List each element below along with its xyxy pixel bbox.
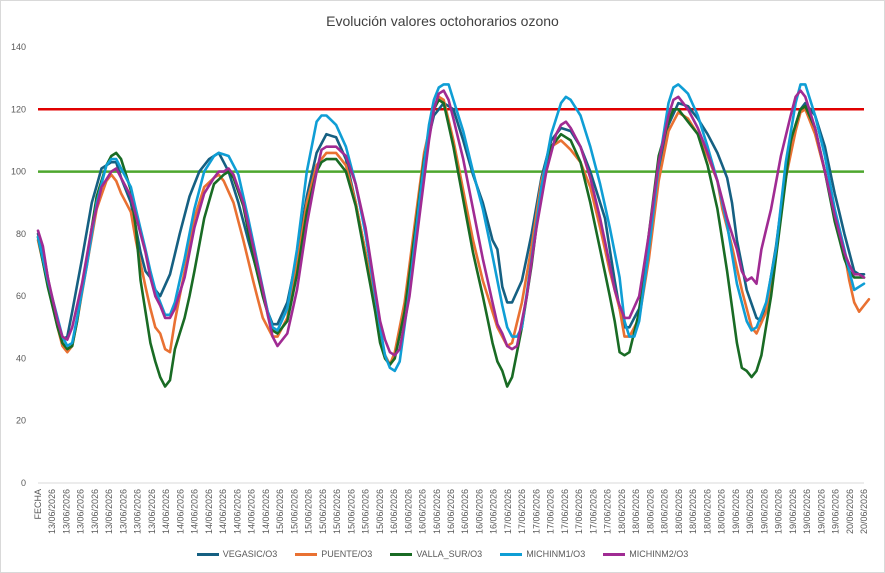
y-tick-label: 20 (16, 416, 26, 426)
x-tick-label: 17/06/2026 (503, 489, 513, 534)
y-tick-label: 40 (16, 353, 26, 363)
x-tick-label: 19/06/2026 (816, 489, 826, 534)
x-tick-label: 15/06/2026 (375, 489, 385, 534)
x-tick-label: 16/06/2026 (403, 489, 413, 534)
x-tick-label: 16/06/2026 (432, 489, 442, 534)
x-tick-label: 17/06/2026 (603, 489, 613, 534)
x-tick-label: 13/06/2026 (147, 489, 157, 534)
x-tick-label: 18/06/2026 (631, 489, 641, 534)
series-line-valla-sur-o3 (36, 98, 866, 388)
x-tick-label: 20/06/2026 (859, 489, 869, 534)
x-tick-label: 18/06/2026 (674, 489, 684, 534)
x-tick-label: 14/06/2026 (161, 489, 171, 534)
series-line-vegasic-o3 (36, 101, 866, 366)
x-tick-label: 13/06/2026 (90, 489, 100, 534)
series-line-puente-o3 (36, 95, 871, 366)
legend-label: VALLA_SUR/O3 (416, 549, 483, 559)
x-tick-label: 18/06/2026 (688, 489, 698, 534)
x-tick-label: 19/06/2026 (831, 489, 841, 534)
x-tick-label: 16/06/2026 (418, 489, 428, 534)
chart-title: Evolución valores octohorarios ozono (326, 13, 559, 29)
y-tick-label: 60 (16, 291, 26, 301)
legend-item: VEGASIC/O3 (196, 549, 278, 559)
x-tick-label: 17/06/2026 (517, 489, 527, 534)
series-line-michinm1-o3 (36, 83, 866, 373)
x-tick-label: 16/06/2026 (489, 489, 499, 534)
x-tick-label: 13/06/2026 (118, 489, 128, 534)
x-tick-label: 14/06/2026 (175, 489, 185, 534)
legend-label: PUENTE/O3 (321, 549, 373, 559)
x-tick-label: 13/06/2026 (76, 489, 86, 534)
x-axis-title: FECHA (33, 489, 43, 520)
x-tick-label: 14/06/2026 (204, 489, 214, 534)
legend-item: MICHINM2/O3 (603, 549, 688, 559)
x-tick-label: 14/06/2026 (261, 489, 271, 534)
legend-swatch (603, 552, 626, 556)
x-tick-label: 16/06/2026 (460, 489, 470, 534)
x-tick-label: 16/06/2026 (446, 489, 456, 534)
legend-item: PUENTE/O3 (295, 549, 372, 559)
y-tick-label: 100 (11, 167, 26, 177)
x-tick-label: 14/06/2026 (218, 489, 228, 534)
x-tick-label: 19/06/2026 (802, 489, 812, 534)
y-tick-label: 140 (11, 42, 26, 52)
x-tick-label: 15/06/2026 (361, 489, 371, 534)
x-tick-label: 16/06/2026 (474, 489, 484, 534)
legend-item: MICHINM1/O3 (500, 549, 585, 559)
x-tick-label: 19/06/2026 (788, 489, 798, 534)
x-tick-label: 13/06/2026 (61, 489, 71, 534)
legend-label: VEGASIC/O3 (222, 549, 278, 559)
x-tick-label: 15/06/2026 (332, 489, 342, 534)
x-tick-label: 20/06/2026 (845, 489, 855, 534)
y-tick-label: 0 (21, 478, 26, 488)
x-tick-label: 15/06/2026 (304, 489, 314, 534)
x-tick-label: 13/06/2026 (47, 489, 57, 534)
x-tick-label: 18/06/2026 (702, 489, 712, 534)
legend-label: MICHINM2/O3 (629, 549, 689, 559)
x-tick-label: 15/06/2026 (289, 489, 299, 534)
x-tick-label: 13/06/2026 (104, 489, 114, 534)
x-tick-label: 14/06/2026 (247, 489, 257, 534)
x-tick-label: 17/06/2026 (546, 489, 556, 534)
x-tick-label: 16/06/2026 (389, 489, 399, 534)
chart-legend: VEGASIC/O3 PUENTE/O3 VALLA_SUR/O3 MICHINM1/… (0, 549, 885, 559)
x-tick-label: 13/06/2026 (133, 489, 143, 534)
y-tick-label: 80 (16, 229, 26, 239)
x-tick-label: 18/06/2026 (717, 489, 727, 534)
x-tick-label: 18/06/2026 (617, 489, 627, 534)
legend-label: MICHINM1/O3 (526, 549, 586, 559)
x-tick-label: 19/06/2026 (759, 489, 769, 534)
x-tick-label: 17/06/2026 (588, 489, 598, 534)
legend-swatch (196, 552, 219, 556)
legend-swatch (295, 552, 318, 556)
series-line-michinm2-o3 (36, 89, 866, 357)
legend-swatch (500, 552, 523, 556)
x-tick-label: 15/06/2026 (346, 489, 356, 534)
x-tick-label: 14/06/2026 (190, 489, 200, 534)
y-tick-label: 120 (11, 104, 26, 114)
x-tick-label: 15/06/2026 (318, 489, 328, 534)
legend-swatch (390, 552, 413, 556)
x-tick-label: 17/06/2026 (531, 489, 541, 534)
x-tick-label: 14/06/2026 (232, 489, 242, 534)
x-tick-label: 17/06/2026 (574, 489, 584, 534)
x-tick-label: 15/06/2026 (275, 489, 285, 534)
legend-item: VALLA_SUR/O3 (390, 549, 482, 559)
x-tick-label: 19/06/2026 (774, 489, 784, 534)
x-tick-label: 18/06/2026 (660, 489, 670, 534)
x-tick-label: 18/06/2026 (645, 489, 655, 534)
x-tick-label: 17/06/2026 (560, 489, 570, 534)
x-tick-label: 19/06/2026 (745, 489, 755, 534)
x-tick-label: 19/06/2026 (731, 489, 741, 534)
